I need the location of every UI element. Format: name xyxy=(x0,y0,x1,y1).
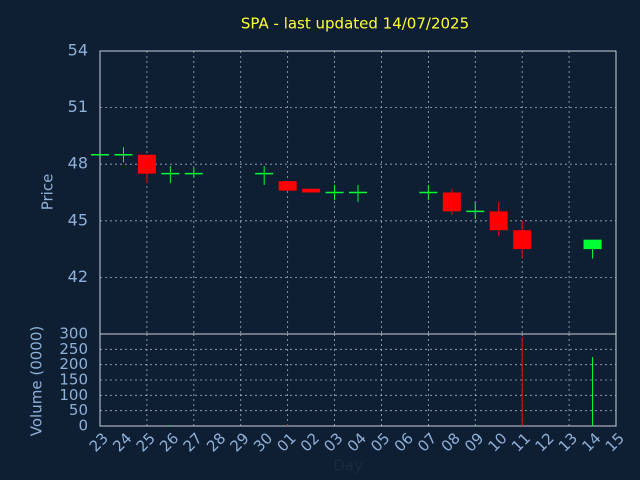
candle-body xyxy=(513,230,532,250)
y-tick-label: 45 xyxy=(68,210,88,229)
chart-title: SPA - last updated 14/07/2025 xyxy=(241,15,469,33)
volume-tick-label: 50 xyxy=(69,401,88,419)
volume-tick-label: 250 xyxy=(59,340,88,358)
volume-tick-label: 150 xyxy=(59,371,88,389)
volume-tick-label: 0 xyxy=(78,417,88,435)
volume-tick-label: 100 xyxy=(59,386,88,404)
volume-tick-label: 300 xyxy=(59,325,88,343)
x-axis-label: Day xyxy=(333,457,363,475)
y-axis-label: Price xyxy=(39,174,57,211)
y-tick-label: 42 xyxy=(68,267,88,286)
candle-body xyxy=(278,181,297,191)
candle-body xyxy=(137,154,156,174)
volume-axis-label: Volume (0000) xyxy=(28,326,46,436)
candle-body xyxy=(489,211,508,231)
y-tick-label: 51 xyxy=(68,97,88,116)
y-tick-label: 48 xyxy=(68,154,88,173)
candle-body xyxy=(302,188,321,193)
volume-tick-label: 200 xyxy=(59,355,88,373)
candle-body xyxy=(442,192,461,212)
y-tick-label: 54 xyxy=(68,41,88,60)
candle-body xyxy=(583,239,602,250)
